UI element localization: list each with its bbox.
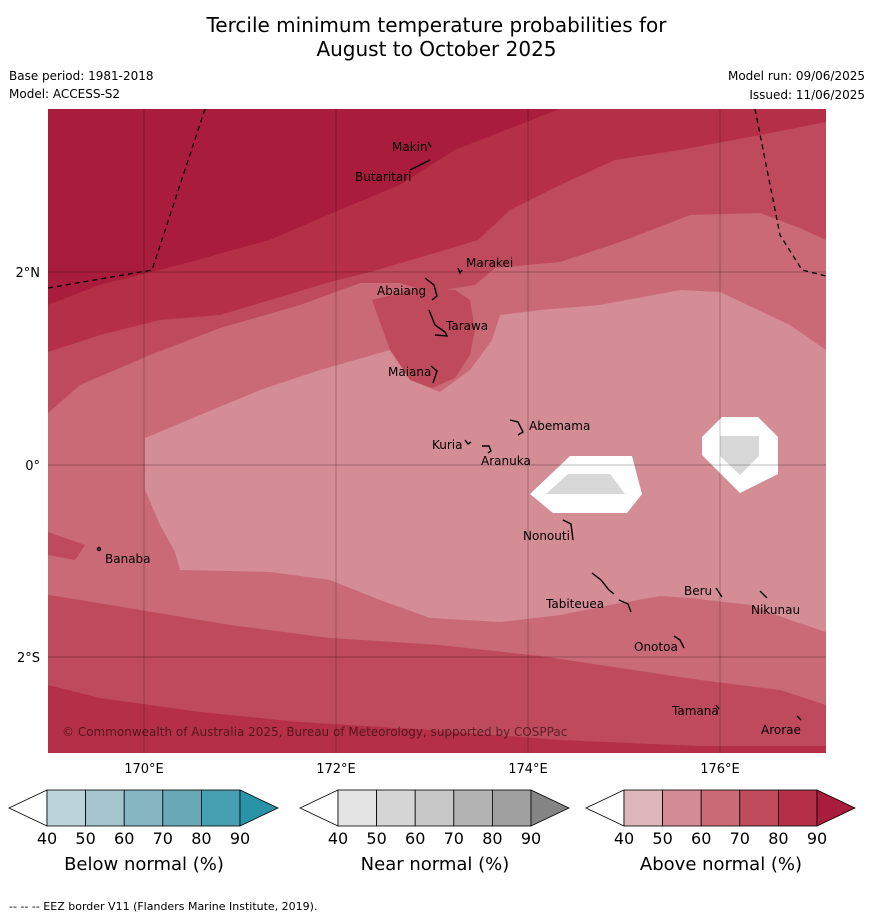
island-label-nikunau: Nikunau xyxy=(751,603,800,617)
model-name: Model: ACCESS-S2 xyxy=(9,87,121,101)
colorbar-above-tick: 90 xyxy=(807,829,827,848)
island-label-banaba: Banaba xyxy=(105,552,151,566)
colorbar-above-segment xyxy=(739,789,779,827)
colorbar-below-segment xyxy=(123,789,164,827)
island-label-beru: Beru xyxy=(684,584,712,598)
colorbar-near-tick: 80 xyxy=(482,829,502,848)
colorbar-above-segment xyxy=(623,789,663,827)
gridlines xyxy=(48,109,826,753)
colorbar-below: 40 50 60 70 80 90 xyxy=(8,789,279,848)
colorbar-above-tick: 70 xyxy=(730,829,750,848)
island-outlines xyxy=(96,141,802,721)
lat-label-2s: 2°S xyxy=(17,651,40,666)
island-label-onotoa: Onotoa xyxy=(634,640,678,654)
colorbar-above: 40 50 60 70 80 90 xyxy=(585,789,856,848)
colorbars: 40 50 60 70 80 90 40 50 60 70 80 90 40 50 60 70 80 90 xyxy=(8,789,856,848)
band-above-90-north xyxy=(48,109,560,305)
colorbar-near-extend-high xyxy=(530,789,570,827)
lon-label-176e: 176°E xyxy=(700,762,740,777)
colorbar-near-tick: 50 xyxy=(366,829,386,848)
axis-labels: 2°N 0° 2°S 170°E 172°E 174°E 176°E xyxy=(16,266,740,777)
colorbar-above-extend-high xyxy=(816,789,856,827)
colorbar-near-segment xyxy=(414,789,455,827)
colorbar-near-segment xyxy=(453,789,493,827)
lat-label-2n: 2°N xyxy=(16,266,41,281)
island-label-abemama: Abemama xyxy=(529,419,590,433)
colorbar-near-tick: 60 xyxy=(405,829,425,848)
colorbar-above-tick: 80 xyxy=(768,829,788,848)
colorbar-below-tick: 70 xyxy=(153,829,173,848)
base-period: Base period: 1981-2018 xyxy=(9,69,154,83)
colorbar-near-segment xyxy=(337,789,377,827)
title-line-1: Tercile minimum temperature probabilitie… xyxy=(206,13,667,37)
colorbar-below-segment xyxy=(200,789,241,827)
island-labels: Makin Butaritari Marakei Abaiang Tarawa … xyxy=(105,140,801,737)
band-above-80-north xyxy=(48,109,826,352)
colorbar-below-tick: 50 xyxy=(75,829,95,848)
colorbar-above-segment xyxy=(778,789,818,827)
colorbar-above-tick: 60 xyxy=(691,829,711,848)
colorbar-near-tick: 40 xyxy=(328,829,348,848)
island-label-arorae: Arorae xyxy=(761,723,801,737)
colorbar-above-extend-low xyxy=(585,789,625,827)
island-label-tarawa: Tarawa xyxy=(445,319,488,333)
lon-label-170e: 170°E xyxy=(124,762,164,777)
island-label-maiana: Maiana xyxy=(388,365,431,379)
colorbar-near-extend-low xyxy=(299,789,339,827)
band-above-70-tarawa xyxy=(372,288,475,388)
island-label-marakei: Marakei xyxy=(466,256,513,270)
model-run: Model run: 09/06/2025 xyxy=(727,69,865,83)
colorbar-title-above: Above normal (%) xyxy=(639,854,803,875)
colorbar-near-segment xyxy=(491,789,532,827)
colorbar-below-tick: 90 xyxy=(230,829,250,848)
colorbar-title-below: Below normal (%) xyxy=(64,854,224,875)
forecast-map: Makin Butaritari Marakei Abaiang Tarawa … xyxy=(8,109,856,848)
colorbar-above-segment xyxy=(700,789,741,827)
colorbar-above-tick: 50 xyxy=(652,829,672,848)
eez-border xyxy=(48,109,826,289)
lon-label-172e: 172°E xyxy=(316,762,356,777)
lat-label-0: 0° xyxy=(25,459,40,474)
island-label-nonouti: Nonouti xyxy=(523,529,570,543)
colorbar-above-segment xyxy=(662,789,702,827)
colorbar-near-tick: 90 xyxy=(521,829,541,848)
eez-footnote: -- -- -- EEZ border V11 (Flanders Marine… xyxy=(9,900,318,913)
colorbar-below-segment xyxy=(162,789,202,827)
island-label-tamana: Tamana xyxy=(671,704,719,718)
colorbar-below-tick: 80 xyxy=(191,829,211,848)
colorbar-below-segment xyxy=(85,789,125,827)
island-label-tabiteuea: Tabiteuea xyxy=(545,597,604,611)
patch-near-normal-1 xyxy=(546,474,625,494)
colorbar-below-extend-high xyxy=(239,789,279,827)
colorbar-near-segment xyxy=(376,789,416,827)
patch-near-normal-2 xyxy=(720,436,759,475)
colorbar-below-tick: 60 xyxy=(114,829,134,848)
band-above-80-south xyxy=(48,685,826,753)
colorbar-above-tick: 40 xyxy=(614,829,634,848)
probability-layer: Makin Butaritari Marakei Abaiang Tarawa … xyxy=(48,109,826,753)
copyright-notice: © Commonwealth of Australia 2025, Bureau… xyxy=(62,725,567,739)
title-line-2: August to October 2025 xyxy=(316,37,557,61)
island-label-makin: Makin xyxy=(392,140,428,154)
island-label-aranuka: Aranuka xyxy=(481,454,531,468)
colorbar-below-tick: 40 xyxy=(37,829,57,848)
colorbar-below-segment xyxy=(46,789,86,827)
colorbar-near-tick: 70 xyxy=(444,829,464,848)
island-label-abaiang: Abaiang xyxy=(377,284,426,298)
colorbar-title-near: Near normal (%) xyxy=(360,854,510,875)
issued-date: Issued: 11/06/2025 xyxy=(749,88,865,102)
island-label-kuria: Kuria xyxy=(432,438,463,452)
colorbar-near: 40 50 60 70 80 90 xyxy=(299,789,570,848)
island-label-butaritari: Butaritari xyxy=(355,170,412,184)
lon-label-174e: 174°E xyxy=(508,762,548,777)
colorbar-below-extend-low xyxy=(8,789,48,827)
